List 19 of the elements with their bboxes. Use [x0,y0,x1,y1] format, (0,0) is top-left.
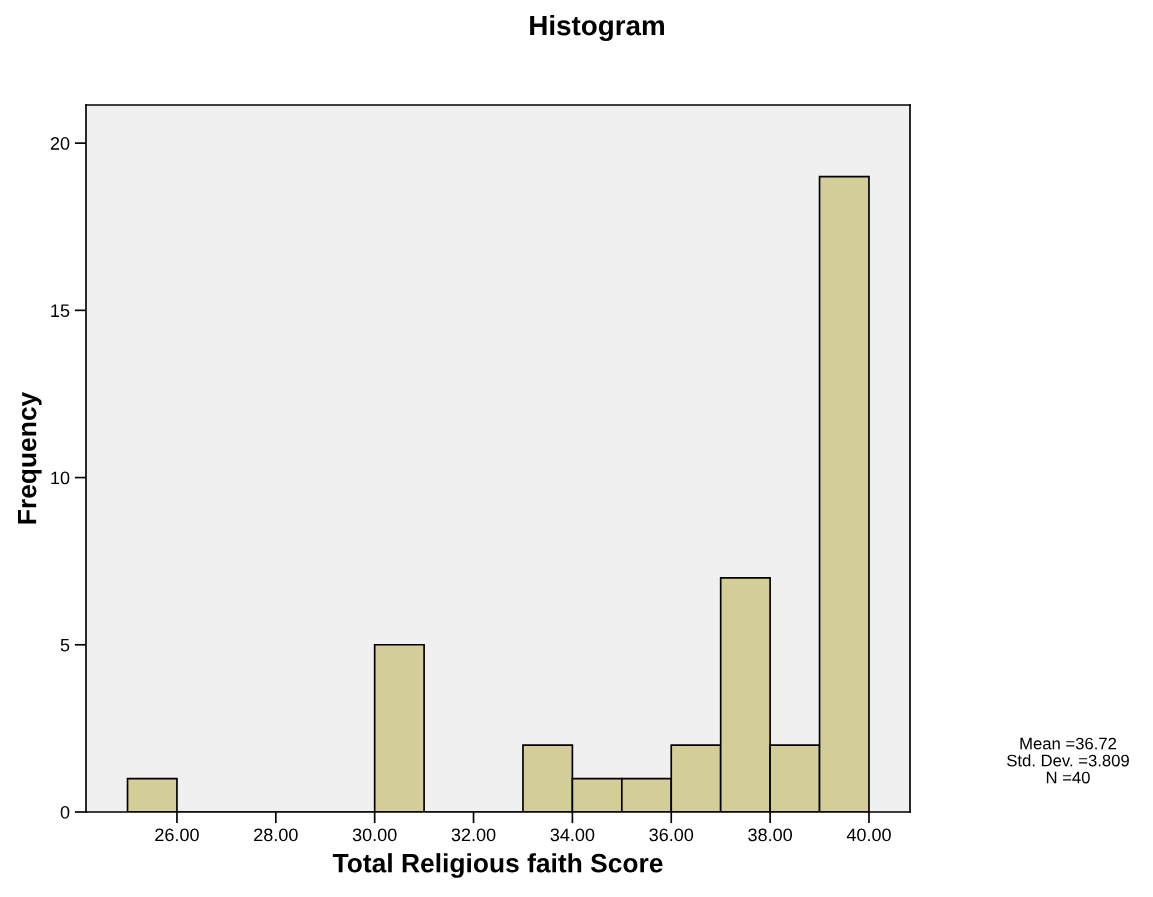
x-tick-label: 34.00 [550,828,595,842]
x-tick-label: 32.00 [451,828,496,842]
y-tick-label: 15 [51,304,70,318]
x-tick-label: 28.00 [254,828,298,842]
x-tick-label: 40.00 [846,828,891,842]
x-tick-label: 26.00 [155,828,199,842]
text: N =40 [1046,771,1090,784]
x-tick-label: 36.00 [649,828,694,842]
chart-title: Histogram [530,14,664,42]
x-tick-label: 30.00 [352,828,397,842]
x-tick-label: 38.00 [748,828,792,842]
y-axis-title: Frequency [17,391,42,524]
x-axis-title: Total Religious faith Score [332,853,663,878]
y-tick-label: 20 [50,137,70,150]
y-tick-label: 0 [60,805,70,819]
y-tick-label: 5 [60,638,70,652]
y-tick-label: 10 [51,471,70,485]
text: Std. Dev. =3.809 [1007,754,1129,767]
text: Mean =36.72 [1020,737,1117,750]
